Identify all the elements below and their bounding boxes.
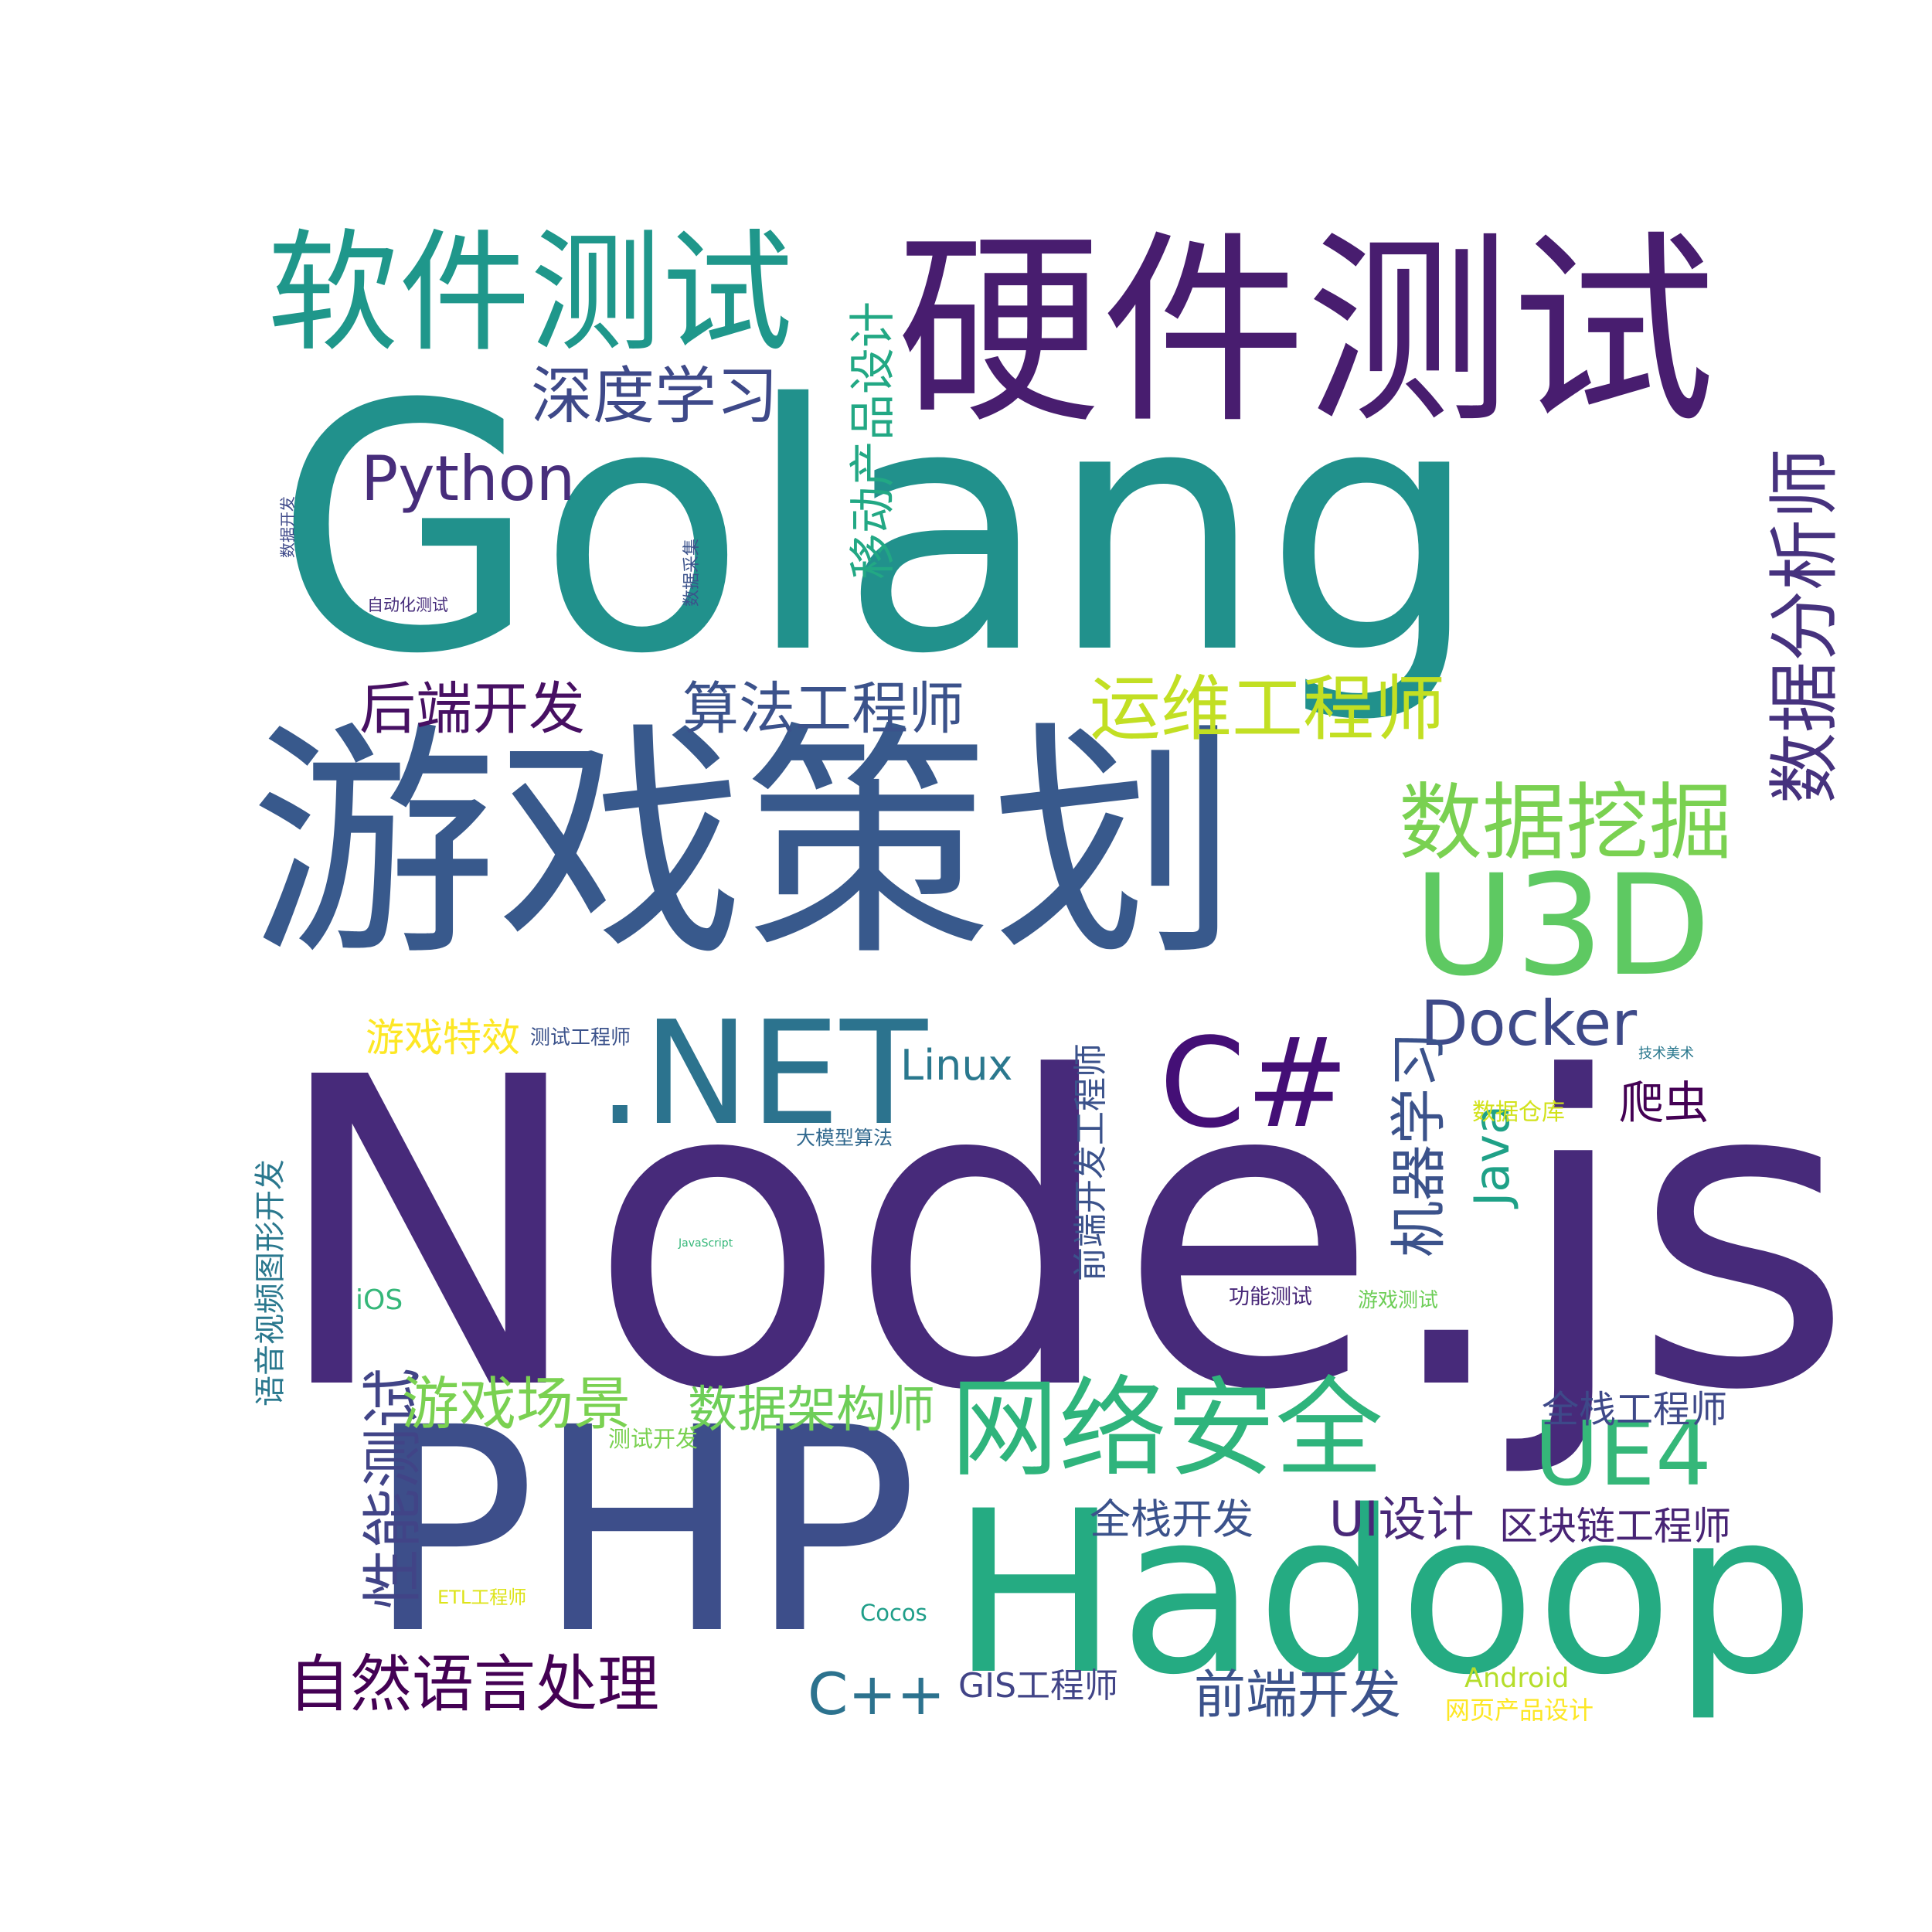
- word-data-analyst: 数据分析师: [1764, 447, 1846, 804]
- word-android: Android: [1464, 1663, 1570, 1694]
- word-data-dev: 数据开发: [278, 496, 297, 558]
- word-deep-learning: 深度学习: [531, 360, 778, 432]
- word-game-scene: 游戏场景: [402, 1371, 631, 1437]
- word-game-effects: 游戏特效: [366, 1015, 520, 1060]
- word-web-product-design: 网页产品设计: [1445, 1696, 1594, 1725]
- word-docker: Docker: [1420, 988, 1638, 1060]
- word-game-testing: 游戏测试: [1358, 1289, 1439, 1312]
- word-gis-engineer: GIS工程师: [958, 1666, 1119, 1706]
- word-hardware-testing: 硬件测试: [896, 213, 1716, 451]
- word-fullstack-engineer: 全栈工程师: [1542, 1388, 1728, 1431]
- word-backend-dev: 后端开发: [359, 676, 585, 742]
- word-llm-algorithm: 大模型算法: [796, 1127, 893, 1149]
- word-automation-testing: 自动化测试: [367, 596, 448, 614]
- word-ops-engineer: 运维工程师: [1090, 668, 1446, 750]
- word-ue4: UE4: [1534, 1403, 1712, 1506]
- word-mobile-product-design: 移动产品设计: [846, 301, 900, 580]
- word-data-architect: 数据架构师: [688, 1382, 935, 1439]
- word-network-security: 网络安全: [951, 1366, 1384, 1492]
- word-golang: Golang: [274, 332, 1481, 728]
- word-test-dev: 测试开发: [608, 1426, 699, 1452]
- word-php: PHP: [366, 1368, 919, 1696]
- word-python: Python: [361, 443, 576, 515]
- word-dotnet: .NET: [597, 990, 928, 1157]
- word-etl-engineer: ETL工程师: [437, 1587, 527, 1608]
- word-frontend-engineer: 前端开发工程师: [1071, 1043, 1111, 1281]
- word-machine-learning: 机器学习: [1386, 1032, 1452, 1257]
- word-data-collection: 数据采集: [682, 538, 702, 607]
- word-hadoop: Hadoop: [951, 1464, 1815, 1724]
- word-av-graphics-dev: 语音视频图形开发: [253, 1159, 288, 1406]
- word-linux: Linux: [900, 1041, 1013, 1090]
- word-cpp: C++: [808, 1660, 946, 1728]
- word-crawler: 爬虫: [1619, 1077, 1709, 1129]
- word-fullstack-dev: 全栈开发: [1090, 1496, 1253, 1543]
- word-csharp: C#: [1159, 1011, 1349, 1155]
- word-test-engineer: 测试工程师: [530, 1026, 631, 1049]
- word-data-mining: 数据挖掘: [1399, 775, 1733, 872]
- word-software-testing: 软件测试: [267, 217, 794, 370]
- word-game-planning: 游戏策划: [250, 702, 1239, 989]
- word-frontend-dev: 前端开发: [1194, 1665, 1401, 1725]
- word-ios: iOS: [355, 1284, 403, 1316]
- word-nlp: 自然语言处理: [288, 1648, 659, 1720]
- word-data-warehouse: 数据仓库: [1472, 1099, 1565, 1126]
- word-javascript: JavaScript: [679, 1237, 733, 1250]
- word-blockchain-engineer: 区块链工程师: [1499, 1504, 1731, 1549]
- word-tech-art: 技术美术: [1638, 1046, 1694, 1062]
- word-nodejs: Node.js: [270, 988, 1854, 1483]
- word-algorithm-engineer: 算法工程师: [682, 676, 964, 742]
- word-functional-testing: 功能测试: [1229, 1285, 1312, 1309]
- word-u3d: U3D: [1413, 845, 1711, 1007]
- word-ui-design: UI设计: [1329, 1491, 1475, 1547]
- word-cocos: Cocos: [860, 1600, 927, 1626]
